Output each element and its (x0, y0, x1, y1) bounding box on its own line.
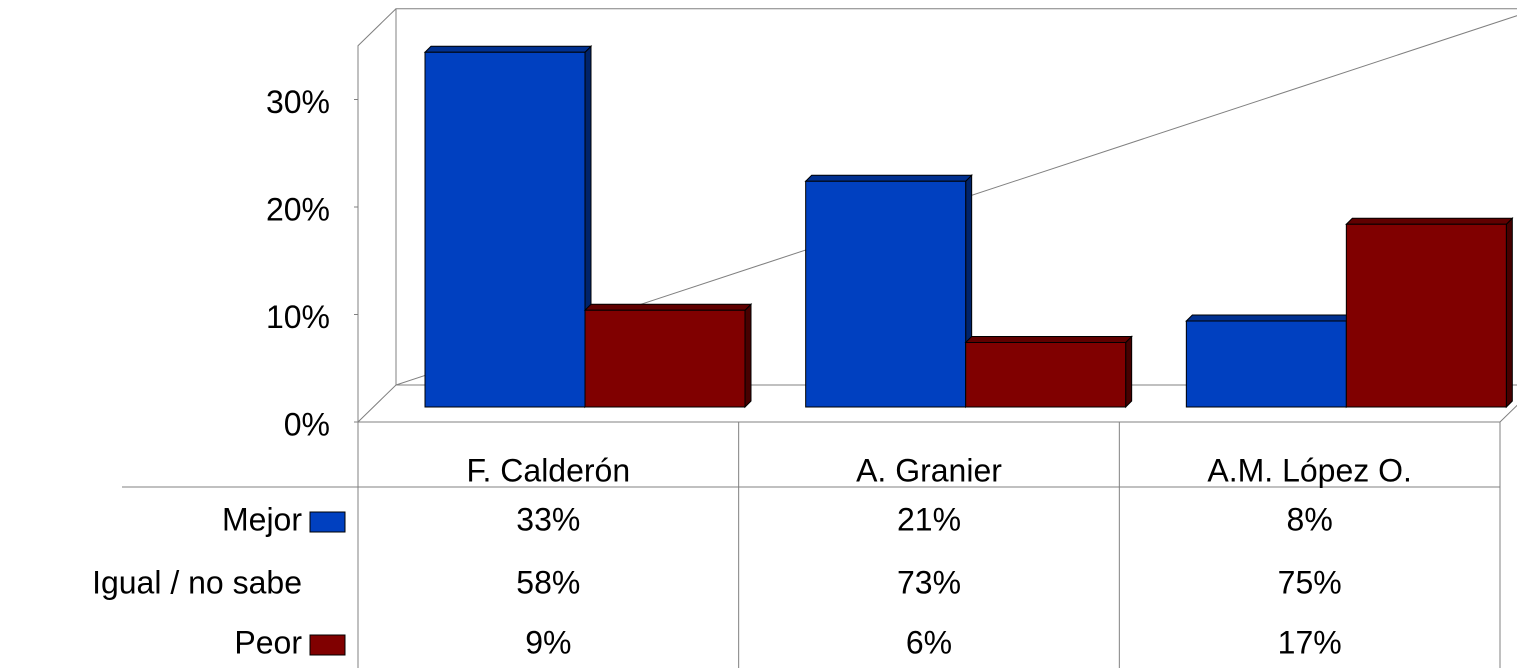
data-label: 8% (1287, 501, 1333, 537)
x-tick-label: A.M. López O. (1207, 452, 1412, 488)
data-label: 17% (1278, 624, 1342, 660)
legend-label: Peor (234, 624, 302, 660)
legend-label: Mejor (222, 501, 302, 537)
bar-side (1505, 217, 1513, 409)
legend-key (309, 634, 346, 656)
side-wall (357, 8, 397, 422)
bar-side (1125, 335, 1133, 409)
bar (1345, 223, 1507, 408)
legend-label: Igual / no sabe (92, 564, 302, 600)
bar-top (423, 45, 593, 53)
data-label: 9% (525, 624, 571, 660)
data-label: 75% (1278, 564, 1342, 600)
y-tick-label: 30% (266, 84, 330, 120)
bar (1185, 320, 1347, 408)
data-label: 33% (516, 501, 580, 537)
x-tick-label: F. Calderón (467, 452, 631, 488)
bar-top (964, 336, 1133, 343)
bar (424, 51, 586, 408)
bar-top (1345, 217, 1514, 225)
y-tick-label: 0% (284, 406, 330, 442)
y-tick-label: 10% (266, 299, 330, 335)
data-label: 6% (906, 624, 952, 660)
x-tick-label: A. Granier (856, 452, 1002, 488)
data-label: 58% (516, 564, 580, 600)
bar (965, 342, 1127, 408)
data-label: 73% (897, 564, 961, 600)
bar (584, 309, 746, 408)
bar (805, 180, 967, 408)
bar-top (583, 303, 753, 311)
bar-top (804, 174, 973, 182)
data-label: 21% (897, 501, 961, 537)
y-tick-label: 20% (266, 191, 330, 227)
bar-side (744, 303, 752, 409)
legend-key (309, 511, 346, 533)
bar-top (1185, 314, 1354, 322)
